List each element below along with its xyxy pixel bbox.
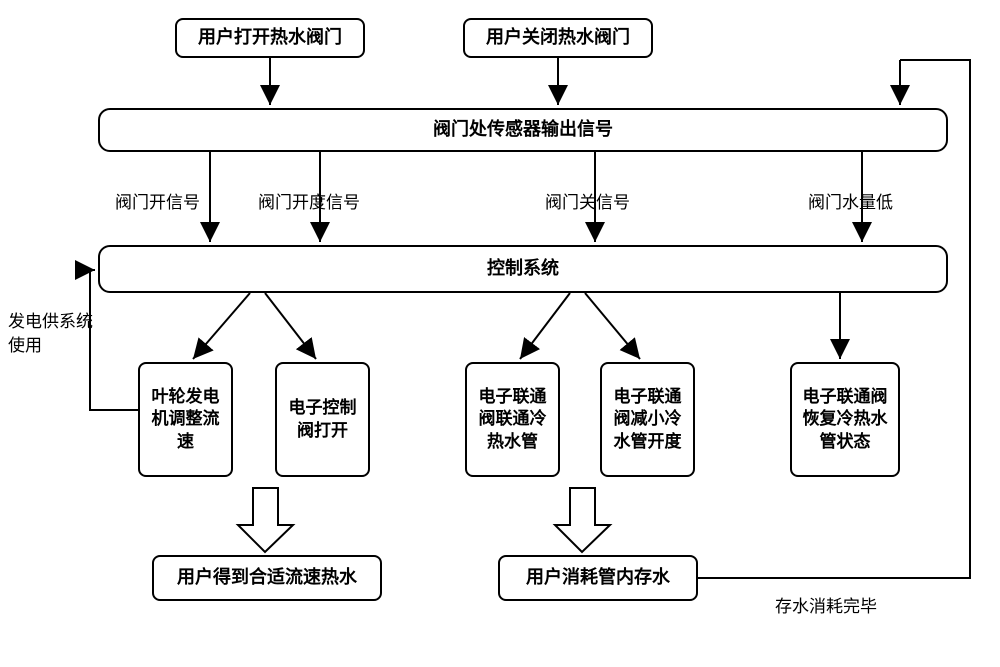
node-restore-state: 电子联通阀恢复冷热水管状态: [790, 362, 900, 477]
node-user-close-valve: 用户关闭热水阀门: [463, 18, 653, 58]
label-valve-close-signal: 阀门关信号: [545, 188, 630, 213]
label-valve-opening-signal: 阀门开度信号: [258, 188, 360, 213]
node-sensor-output: 阀门处传感器输出信号: [98, 108, 948, 152]
label-power-supply-text: 发电供系统使用: [8, 312, 93, 355]
node-reduce-cold: 电子联通阀减小冷水管开度: [600, 362, 695, 477]
node-user-hot-water: 用户得到合适流速热水: [152, 555, 382, 601]
node-impeller-adjust: 叶轮发电机调整流速: [138, 362, 233, 477]
node-user-open-valve: 用户打开热水阀门: [175, 18, 365, 58]
node-connect-pipes: 电子联通阀联通冷热水管: [465, 362, 560, 477]
label-power-supply: 发电供系统使用: [8, 310, 98, 358]
node-valve-open: 电子控制阀打开: [275, 362, 370, 477]
label-water-consumed: 存水消耗完毕: [775, 592, 877, 617]
label-valve-low-water: 阀门水量低: [808, 188, 893, 213]
node-user-consume: 用户消耗管内存水: [498, 555, 698, 601]
label-valve-open-signal: 阀门开信号: [115, 188, 200, 213]
node-control-system: 控制系统: [98, 245, 948, 293]
